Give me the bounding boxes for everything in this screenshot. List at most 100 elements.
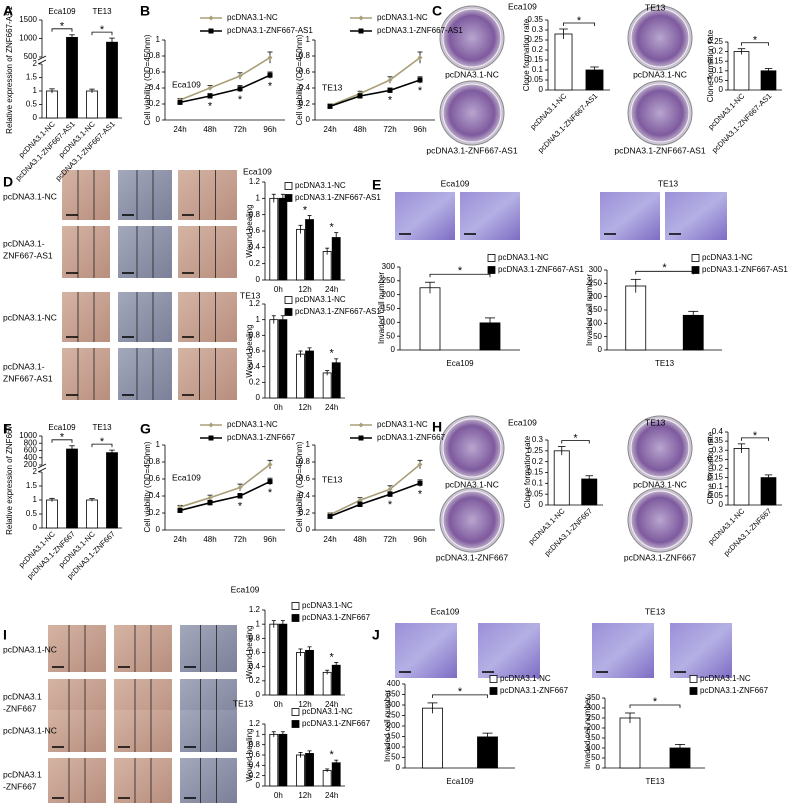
point	[387, 77, 393, 83]
y-tick-label: 0.6	[249, 346, 261, 355]
significance-bracket	[51, 439, 73, 443]
significance-star: *	[753, 35, 758, 47]
micrograph	[62, 348, 110, 400]
significance-star: *	[238, 500, 243, 512]
y-tick-label: 250	[387, 711, 401, 720]
chart-title: TE13	[645, 606, 666, 616]
y-tick-label: 0.5	[26, 509, 38, 518]
y-tick-label: 0.6	[249, 648, 261, 657]
y-tick-label: 300	[382, 262, 396, 271]
legend-swatch	[691, 254, 700, 262]
micrograph	[178, 226, 237, 278]
significance-star: *	[238, 94, 243, 106]
significance-star: *	[577, 15, 582, 27]
y-tick-label: 0.35	[527, 15, 543, 24]
x-axis-label: Eca109	[446, 359, 474, 368]
micrograph	[48, 710, 106, 752]
chart-title: TE13	[233, 698, 254, 708]
legend-label: pcDNA3.1-ZNF667	[500, 686, 569, 695]
bar	[269, 623, 279, 696]
axis-break	[37, 59, 47, 65]
dish-rim	[442, 83, 502, 143]
image-label: pcDNA3.1-ZNF667	[624, 552, 697, 562]
significance-star: *	[653, 696, 658, 708]
legend-label: pcDNA3.1-NC	[227, 420, 278, 429]
dish-rim	[630, 83, 690, 143]
image-label: pcDNA3.1-NC	[3, 725, 57, 735]
y-tick-label: 0.8	[249, 210, 261, 219]
significance-bracket	[561, 440, 590, 444]
bar	[619, 717, 641, 769]
significance-star: *	[330, 651, 335, 663]
bar	[66, 448, 78, 529]
y-tick-label: 0.8	[149, 457, 161, 466]
y-tick-label: 1	[33, 86, 38, 95]
invasion-image	[478, 623, 540, 678]
colony-dish	[627, 415, 693, 481]
y-tick-label: 0.2	[532, 457, 544, 466]
significance-star: *	[388, 499, 393, 511]
bar	[106, 452, 118, 529]
legend-label: pcDNA3.1-NC	[702, 253, 753, 262]
y-tick-label: 100	[587, 743, 601, 752]
y-tick-label: 0	[396, 763, 401, 772]
significance-star: *	[418, 489, 423, 501]
x-tick-label: 0h	[274, 700, 283, 709]
y-tick-label: 1	[306, 440, 311, 449]
bar	[322, 251, 332, 281]
invasion-image	[670, 623, 732, 678]
image-label: ZNF667-AS1	[3, 250, 53, 260]
y-axis-label: Invaded cell number	[585, 274, 594, 346]
significance-star: *	[662, 262, 667, 274]
bar	[760, 70, 777, 91]
y-tick-label: 0.2	[149, 99, 161, 108]
group-label: TE13	[92, 7, 112, 16]
bar	[278, 623, 288, 696]
legend-label: pcDNA3.1-NC	[295, 181, 346, 190]
significance-star: *	[458, 686, 463, 698]
chart-title: Eca109	[441, 178, 470, 188]
point	[237, 86, 243, 92]
bar	[322, 372, 332, 399]
legend-label: pcDNA3.1-ZNF667	[227, 433, 296, 442]
y-tick-label: 0	[33, 113, 38, 122]
y-tick-label: 1.2	[249, 719, 261, 728]
y-tick-label: 1.5	[26, 73, 38, 82]
legend-swatch	[489, 687, 498, 695]
point	[358, 28, 364, 34]
y-tick-label: 150	[382, 304, 396, 313]
y-tick-label: 0.3	[532, 435, 544, 444]
group-label: Eca109	[48, 7, 76, 16]
significance-star: *	[100, 24, 105, 36]
image-label: ZNF667-AS1	[3, 373, 53, 383]
y-tick-label: 1	[33, 495, 38, 504]
y-tick-label: 0.2	[299, 508, 311, 517]
bar	[278, 733, 288, 787]
y-tick-label: 0	[156, 525, 161, 534]
line	[329, 463, 421, 516]
y-tick-label: 150	[589, 305, 603, 314]
bar	[331, 237, 341, 281]
bar	[760, 477, 777, 506]
bar	[269, 733, 279, 787]
y-axis-label: Invaded cell number	[383, 690, 392, 762]
panel-letter: G	[140, 421, 151, 437]
legend-swatch	[284, 182, 293, 190]
point	[267, 72, 273, 78]
point	[327, 103, 333, 109]
y-tick-label: 0.2	[712, 464, 724, 473]
y-axis-label: Cell viability (OD=450nm)	[295, 441, 304, 532]
y-tick-label: 250	[382, 276, 396, 285]
y-tick-label: 1000	[19, 34, 37, 43]
x-tick-label: 24h	[325, 700, 338, 709]
y-tick-label: 0	[306, 115, 311, 124]
y-tick-label: 0.6	[299, 67, 311, 76]
y-tick-label: 0.35	[707, 436, 723, 445]
y-tick-label: 100	[382, 317, 396, 326]
chart-title: TE13	[322, 82, 343, 92]
x-tick-label: 72h	[383, 125, 396, 134]
line	[179, 480, 271, 512]
y-tick-label: 1	[256, 729, 261, 738]
point	[207, 500, 213, 506]
